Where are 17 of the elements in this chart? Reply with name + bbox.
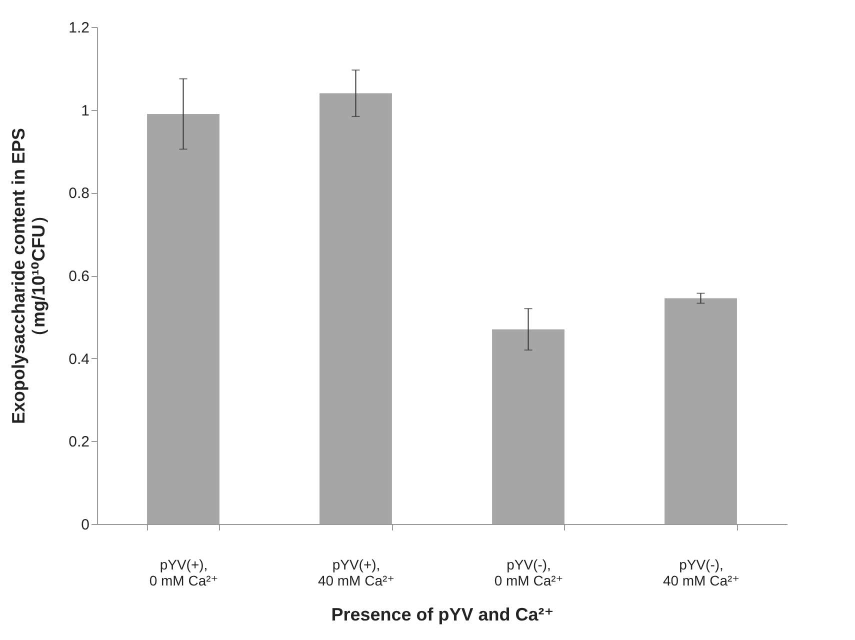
- y-tick-label: 0.2: [68, 434, 90, 451]
- bar: [147, 114, 220, 524]
- y-tick-label: 0.8: [68, 185, 90, 202]
- x-tick-label: pYV(-), 40 mM Ca²⁺: [662, 556, 740, 588]
- y-tick-label: 1: [81, 102, 90, 120]
- x-axis-title: Presence of pYV and Ca²⁺: [331, 604, 554, 624]
- y-tick-label: 0.4: [68, 350, 90, 368]
- bar: [320, 93, 392, 524]
- y-tick-label: 0: [81, 516, 90, 534]
- y-tick-label: 0.6: [68, 268, 90, 285]
- y-axis-title: Exopolysaccharide content in EPS （mg/10¹⁰CFU）: [8, 128, 49, 424]
- bar: [664, 298, 737, 524]
- x-tick-label: pYV(+), 0 mM Ca²⁺: [149, 556, 218, 588]
- y-tick-label: 1.2: [68, 20, 90, 36]
- x-tick-label: pYV(-), 0 mM Ca²⁺: [494, 556, 564, 588]
- x-tick-label: pYV(+), 40 mM Ca²⁺: [318, 556, 395, 588]
- bar: [492, 329, 564, 524]
